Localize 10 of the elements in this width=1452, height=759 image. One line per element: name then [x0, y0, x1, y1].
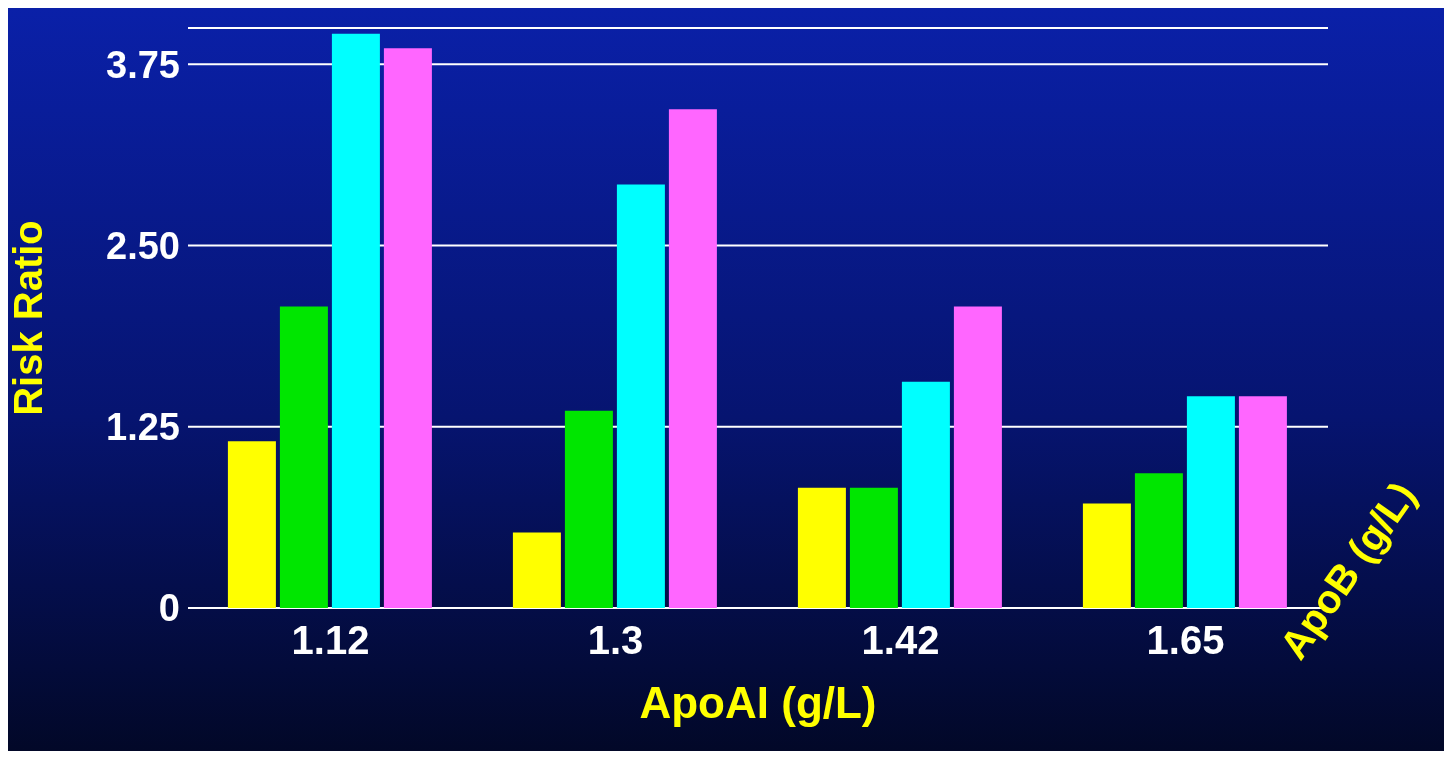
- x-tick-label: 1.3: [587, 618, 644, 663]
- x-tick-label: 1.65: [1146, 618, 1225, 663]
- x-axis-title: ApoAI (g/L): [639, 678, 877, 727]
- y-tick-label: 3.75: [106, 43, 180, 86]
- y-tick-label: 2.50: [106, 224, 180, 267]
- y-axis-title: Risk Ratio: [6, 220, 51, 416]
- x-tick-label: 1.42: [861, 618, 940, 663]
- y-tick-label: 0: [158, 587, 180, 630]
- x-tick-label: 1.12: [291, 618, 370, 663]
- y-tick-label: 1.25: [106, 406, 180, 449]
